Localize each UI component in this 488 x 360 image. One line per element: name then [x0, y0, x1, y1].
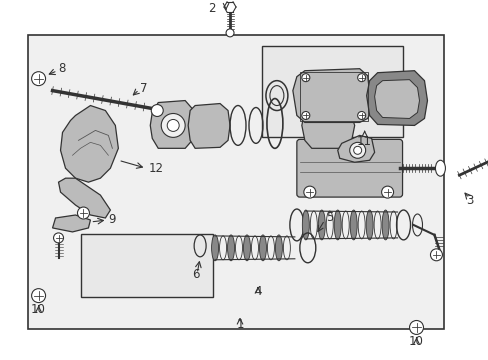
- Text: 5: 5: [325, 211, 333, 225]
- Circle shape: [408, 320, 423, 334]
- Ellipse shape: [334, 210, 341, 240]
- Ellipse shape: [243, 235, 250, 261]
- Circle shape: [32, 72, 45, 86]
- Circle shape: [167, 120, 179, 131]
- Ellipse shape: [227, 235, 234, 261]
- Text: 1: 1: [236, 318, 243, 331]
- Circle shape: [429, 249, 442, 261]
- Circle shape: [357, 74, 365, 82]
- Text: 3: 3: [465, 194, 472, 207]
- Circle shape: [225, 29, 234, 37]
- Polygon shape: [366, 71, 427, 125]
- Text: 12: 12: [148, 162, 163, 175]
- Ellipse shape: [302, 210, 309, 240]
- Polygon shape: [301, 104, 354, 148]
- Circle shape: [353, 146, 361, 154]
- Polygon shape: [188, 104, 229, 148]
- Ellipse shape: [275, 235, 282, 261]
- FancyBboxPatch shape: [296, 139, 402, 197]
- Ellipse shape: [318, 210, 325, 240]
- Polygon shape: [59, 178, 110, 218]
- Circle shape: [303, 186, 315, 198]
- Polygon shape: [292, 69, 371, 122]
- Polygon shape: [374, 80, 419, 118]
- Text: 11: 11: [356, 135, 371, 148]
- Ellipse shape: [366, 210, 372, 240]
- Circle shape: [161, 113, 185, 138]
- FancyBboxPatch shape: [81, 234, 212, 297]
- Ellipse shape: [211, 235, 218, 261]
- Circle shape: [357, 112, 365, 120]
- Text: 10: 10: [31, 303, 46, 316]
- Polygon shape: [150, 100, 195, 148]
- Circle shape: [151, 104, 163, 117]
- Circle shape: [349, 142, 365, 158]
- Polygon shape: [337, 135, 374, 162]
- Ellipse shape: [381, 210, 388, 240]
- FancyBboxPatch shape: [261, 46, 402, 137]
- Polygon shape: [61, 105, 118, 182]
- Circle shape: [53, 233, 63, 243]
- Ellipse shape: [259, 235, 266, 261]
- Circle shape: [301, 74, 309, 82]
- Text: 4: 4: [254, 285, 261, 298]
- Text: 8: 8: [59, 62, 66, 75]
- Polygon shape: [52, 215, 90, 232]
- Text: 9: 9: [108, 213, 116, 226]
- Text: 10: 10: [408, 335, 423, 348]
- Text: 6: 6: [192, 268, 200, 281]
- Ellipse shape: [349, 210, 356, 240]
- FancyBboxPatch shape: [27, 35, 444, 329]
- Circle shape: [381, 186, 393, 198]
- Circle shape: [32, 289, 45, 302]
- Text: 7: 7: [140, 82, 147, 95]
- Circle shape: [301, 112, 309, 120]
- Ellipse shape: [435, 160, 445, 176]
- Circle shape: [77, 207, 89, 219]
- Text: 2: 2: [208, 3, 216, 15]
